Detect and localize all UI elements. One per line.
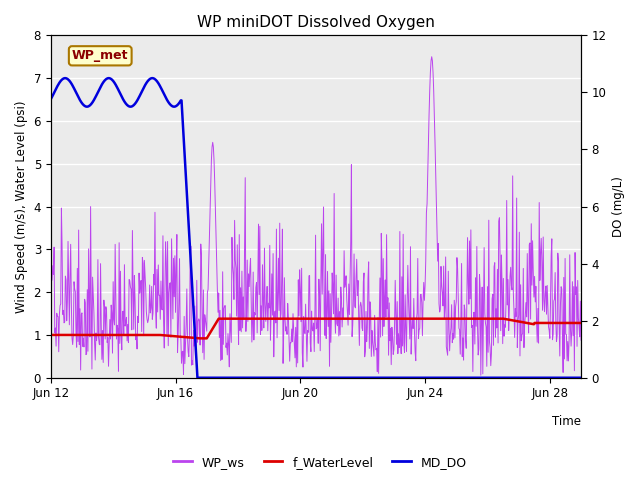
- Legend: WP_ws, f_WaterLevel, MD_DO: WP_ws, f_WaterLevel, MD_DO: [168, 451, 472, 474]
- Text: Time: Time: [552, 415, 581, 429]
- Text: WP_met: WP_met: [72, 49, 129, 62]
- Title: WP miniDOT Dissolved Oxygen: WP miniDOT Dissolved Oxygen: [197, 15, 435, 30]
- Y-axis label: DO (mg/L): DO (mg/L): [612, 176, 625, 237]
- Y-axis label: Wind Speed (m/s), Water Level (psi): Wind Speed (m/s), Water Level (psi): [15, 100, 28, 313]
